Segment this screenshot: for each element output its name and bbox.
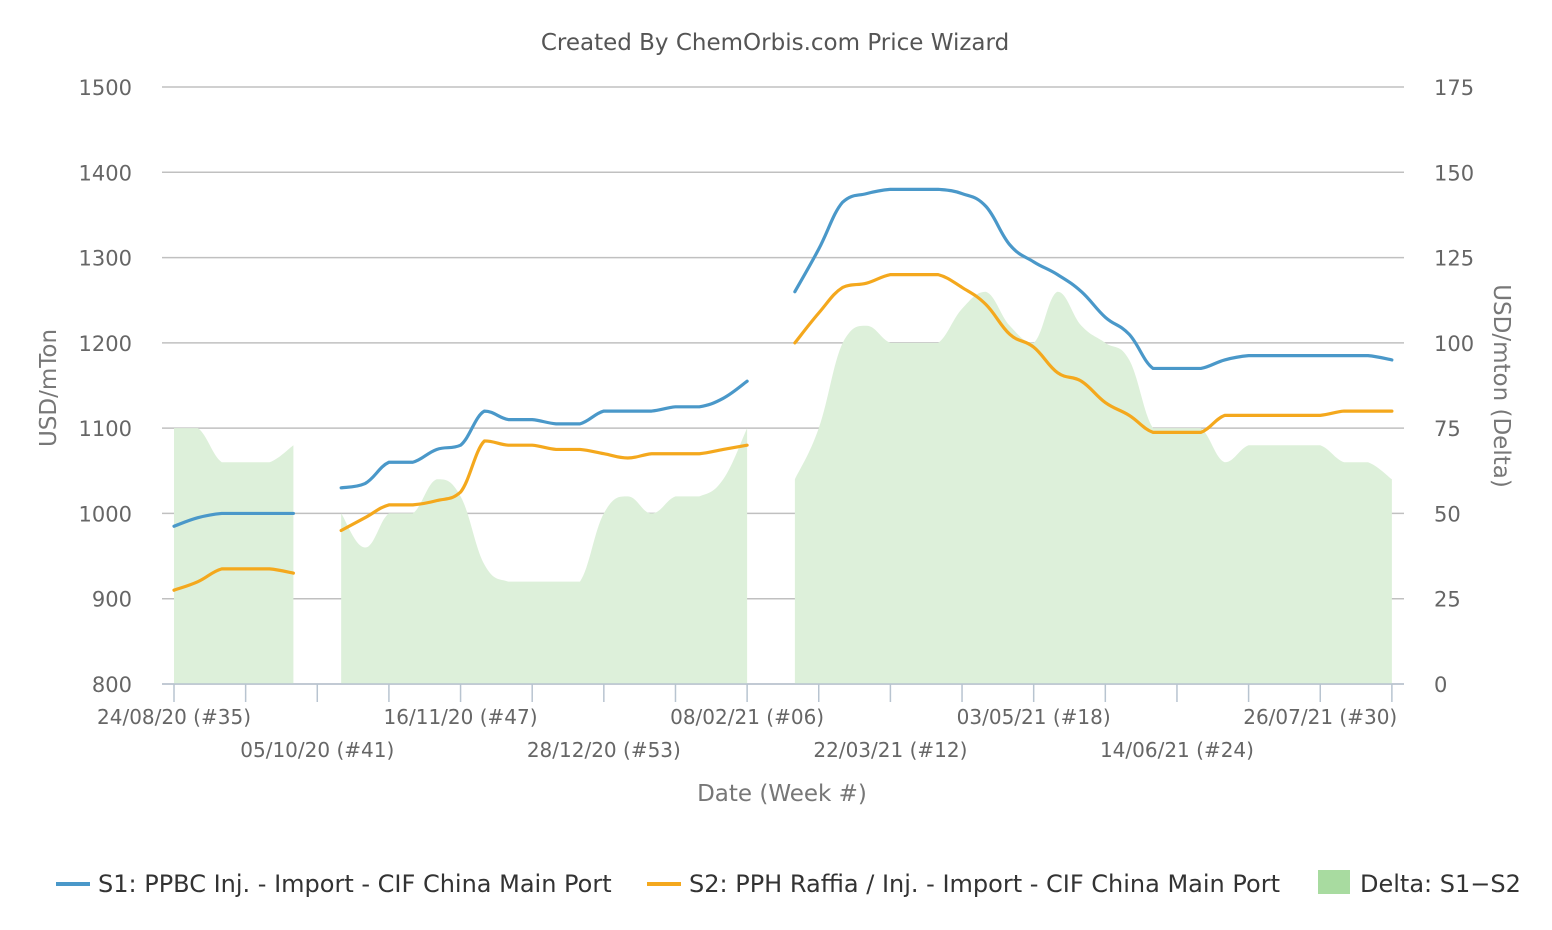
series-1-line[interactable]: [172, 511, 295, 528]
series-2-line[interactable]: [172, 567, 295, 592]
legend-label-s2: S2: PPH Raffia / Inj. - Import - CIF Chi…: [689, 870, 1280, 898]
y-axis-left-ticks: 800 900 1000 1100 1200 1300 1400 1500: [79, 76, 132, 697]
legend-item-s1[interactable]: S1: PPBC Inj. - Import - CIF China Main …: [56, 870, 612, 898]
x-tick-label: 08/02/21 (#06): [670, 705, 824, 729]
y-tick-right: 125: [1434, 247, 1474, 271]
legend-label-s1: S1: PPBC Inj. - Import - CIF China Main …: [98, 870, 612, 898]
y-tick-right: 0: [1434, 673, 1447, 697]
y-axis-right-label: USD/mton (Delta): [1488, 284, 1514, 488]
y-tick-left: 1100: [79, 417, 132, 441]
y-tick-left: 1300: [79, 247, 132, 271]
delta-area-segment: [174, 428, 294, 684]
y-tick-left: 800: [92, 673, 132, 697]
y-tick-right: 150: [1434, 161, 1474, 185]
series-lines: [172, 187, 1394, 592]
legend-item-s2[interactable]: S2: PPH Raffia / Inj. - Import - CIF Chi…: [647, 870, 1280, 898]
y-axis-right-ticks: 0 25 50 75 100 125 150 175: [1434, 76, 1474, 697]
x-tick-label: 03/05/21 (#18): [957, 705, 1111, 729]
y-tick-left: 1200: [79, 332, 132, 356]
delta-area-segment: [341, 428, 748, 684]
series-2-line[interactable]: [793, 273, 1394, 435]
y-tick-right: 25: [1434, 588, 1461, 612]
x-tick-label: 05/10/20 (#41): [240, 738, 394, 762]
y-tick-left: 1400: [79, 161, 132, 185]
y-tick-left: 900: [92, 588, 132, 612]
legend: S1: PPBC Inj. - Import - CIF China Main …: [56, 870, 1521, 898]
x-tick-label: 22/03/21 (#12): [813, 738, 967, 762]
x-tick-label: 16/11/20 (#47): [384, 705, 538, 729]
y-tick-left: 1000: [79, 502, 132, 526]
y-tick-left: 1500: [79, 76, 132, 100]
y-tick-right: 100: [1434, 332, 1474, 356]
x-axis-ticks: 24/08/20 (#35) 05/10/20 (#41) 16/11/20 (#4…: [97, 705, 1397, 762]
legend-swatch-delta: [1318, 870, 1350, 894]
delta-area-segment: [794, 291, 1392, 684]
series-1-line[interactable]: [793, 187, 1394, 371]
x-axis: [162, 683, 1404, 702]
y-tick-right: 175: [1434, 76, 1474, 100]
y-tick-right: 50: [1434, 502, 1461, 526]
x-tick-label: 28/12/20 (#53): [527, 738, 681, 762]
y-tick-right: 75: [1434, 417, 1461, 441]
series-2-line[interactable]: [339, 439, 749, 533]
legend-item-delta[interactable]: Delta: S1−S2: [1318, 870, 1521, 898]
x-tick-label: 26/07/21 (#30): [1243, 705, 1397, 729]
x-tick-label: 14/06/21 (#24): [1100, 738, 1254, 762]
chart-title: Created By ChemOrbis.com Price Wizard: [541, 30, 1009, 56]
x-tick-label: 24/08/20 (#35): [97, 705, 251, 729]
x-axis-label: Date (Week #): [697, 781, 867, 807]
delta-area: [174, 291, 1392, 684]
series-1-line[interactable]: [339, 379, 749, 490]
y-axis-left-label: USD/mTon: [36, 329, 62, 447]
legend-label-delta: Delta: S1−S2: [1360, 870, 1521, 898]
